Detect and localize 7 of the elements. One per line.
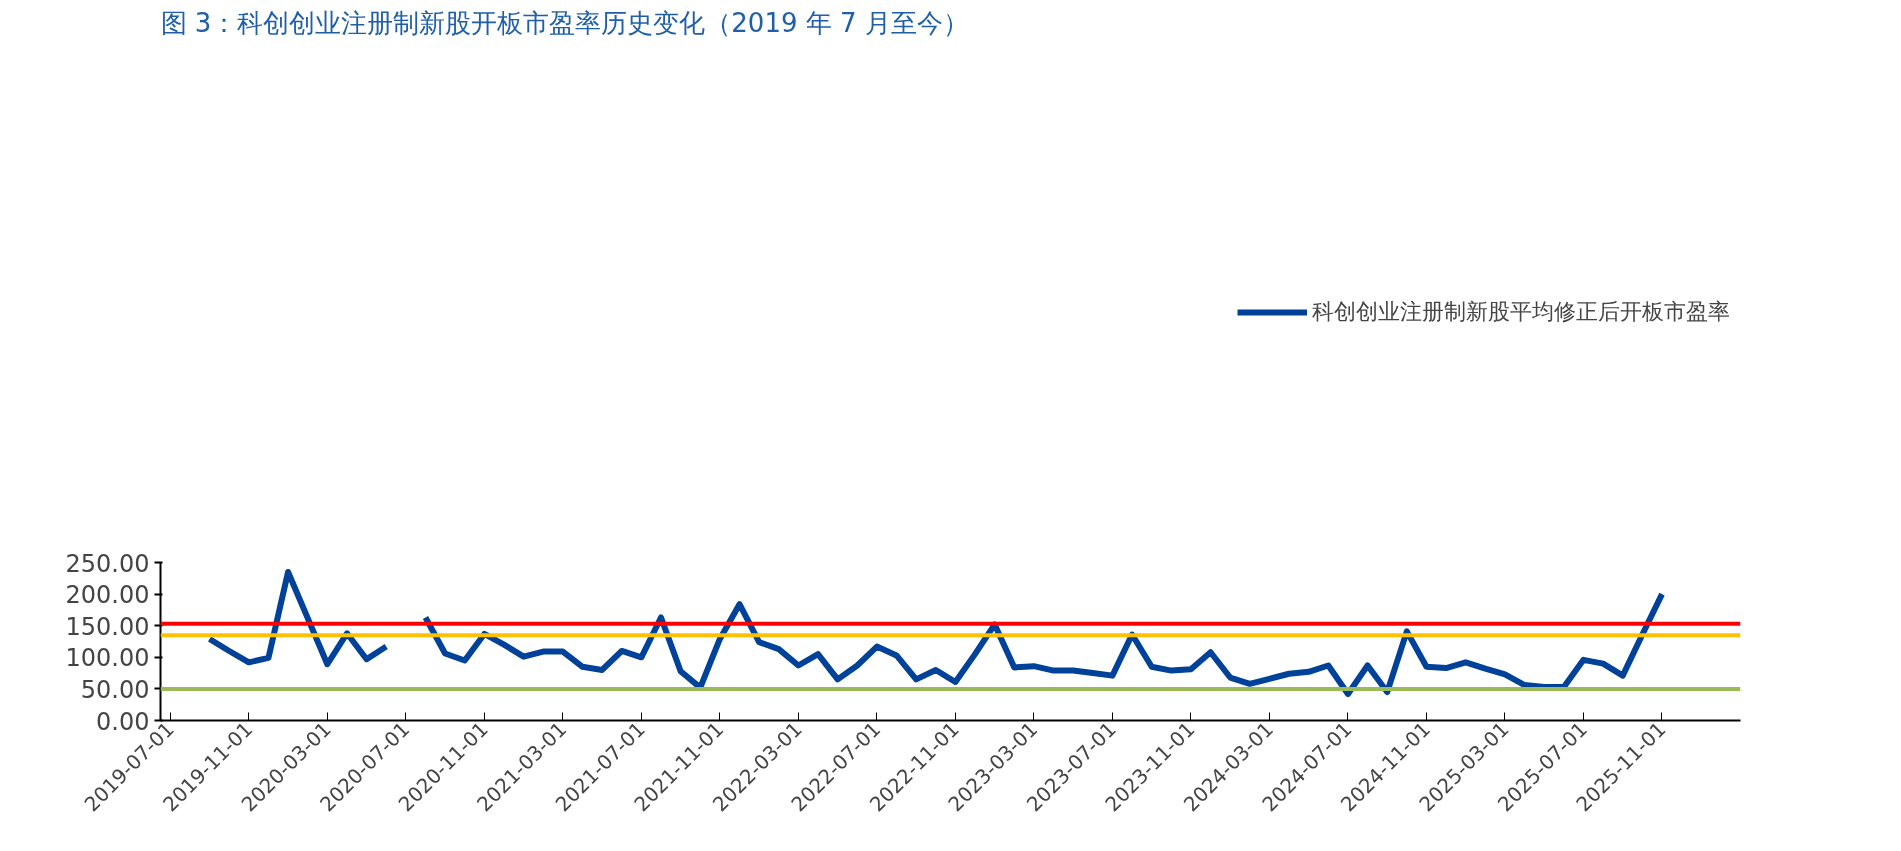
y-tick-label: 50.00 — [80, 675, 150, 704]
y-tick-label: 150.00 — [65, 612, 150, 641]
y-tick-label: 250.00 — [65, 549, 150, 578]
y-tick-label: 100.00 — [65, 644, 150, 673]
y-tick-label: 200.00 — [65, 581, 150, 610]
legend-label: 科创创业注册制新股平均修正后开板市盈率 — [1312, 298, 1730, 326]
chart-title: 图 3：科创创业注册制新股开板市盈率历史变化（2019 年 7 月至今） — [160, 7, 969, 38]
